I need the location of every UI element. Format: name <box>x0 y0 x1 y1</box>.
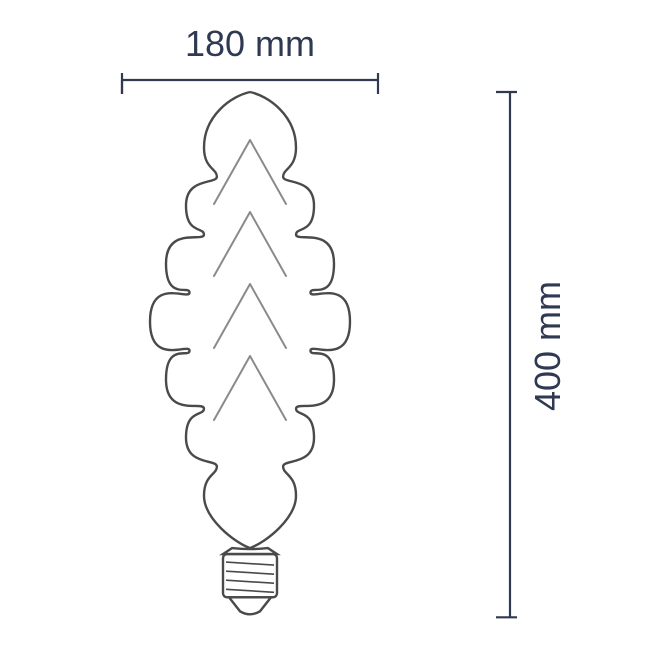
filament-chevron <box>214 284 286 348</box>
socket-thread <box>226 589 274 592</box>
filament-chevron <box>214 356 286 420</box>
bulb-dimension-diagram: 180 mm 400 mm <box>0 0 650 650</box>
dim-width-label: 180 mm <box>185 23 315 64</box>
dim-height-label: 400 mm <box>527 281 568 411</box>
bulb-outline <box>150 92 350 548</box>
filament-chevron <box>214 140 286 204</box>
filament-chevron <box>214 212 286 276</box>
socket-thread <box>226 571 274 574</box>
socket-thread <box>226 562 274 565</box>
socket-thread <box>226 580 274 583</box>
socket-tip <box>229 597 271 614</box>
